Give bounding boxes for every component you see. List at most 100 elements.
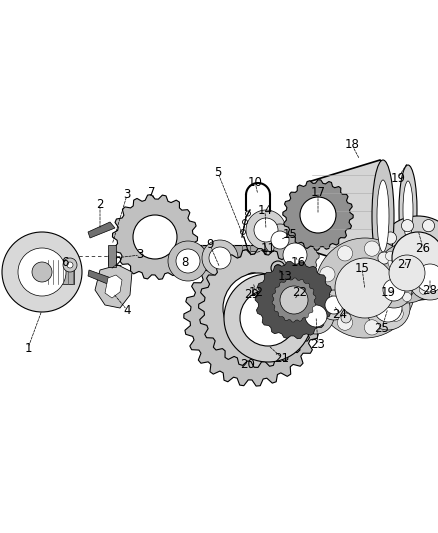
Circle shape (420, 285, 428, 295)
Text: 12: 12 (248, 287, 264, 300)
Circle shape (223, 273, 293, 343)
Text: 4: 4 (123, 303, 131, 317)
Circle shape (377, 243, 437, 303)
Text: 26: 26 (416, 241, 431, 254)
Ellipse shape (377, 180, 389, 252)
Text: 28: 28 (423, 284, 438, 296)
Polygon shape (184, 250, 320, 386)
Ellipse shape (372, 160, 394, 272)
Circle shape (337, 246, 353, 261)
Circle shape (376, 216, 438, 300)
Circle shape (366, 286, 410, 330)
Circle shape (264, 224, 296, 256)
Text: 3: 3 (124, 189, 131, 201)
Polygon shape (255, 261, 333, 339)
Text: 1: 1 (24, 342, 32, 354)
Circle shape (283, 243, 307, 267)
Circle shape (280, 286, 308, 314)
Circle shape (298, 298, 334, 334)
Text: 19: 19 (391, 172, 406, 184)
Circle shape (403, 293, 412, 302)
Circle shape (337, 315, 353, 330)
Text: 15: 15 (355, 262, 369, 274)
Text: 3: 3 (136, 248, 144, 262)
Circle shape (18, 248, 66, 296)
Circle shape (388, 255, 403, 270)
Circle shape (385, 272, 396, 284)
Circle shape (319, 290, 349, 320)
Circle shape (271, 231, 289, 249)
Circle shape (67, 262, 73, 268)
Circle shape (63, 258, 77, 272)
Circle shape (300, 197, 336, 233)
Circle shape (401, 220, 413, 232)
Circle shape (389, 255, 425, 291)
Bar (248, 251, 298, 261)
Polygon shape (105, 275, 122, 298)
Polygon shape (271, 231, 319, 279)
Text: 11: 11 (261, 241, 276, 254)
Circle shape (240, 290, 296, 346)
Circle shape (376, 272, 412, 308)
Circle shape (397, 280, 413, 296)
Circle shape (320, 266, 335, 282)
Circle shape (341, 313, 351, 323)
Circle shape (32, 262, 52, 282)
Circle shape (168, 241, 208, 281)
Circle shape (422, 220, 434, 232)
Circle shape (209, 247, 231, 269)
Circle shape (133, 215, 177, 259)
Ellipse shape (403, 181, 413, 239)
Text: 6: 6 (61, 255, 69, 269)
Polygon shape (283, 180, 353, 250)
Text: 14: 14 (258, 204, 272, 216)
Circle shape (385, 285, 395, 295)
Circle shape (385, 252, 395, 261)
Polygon shape (272, 278, 316, 322)
Text: 10: 10 (247, 175, 262, 189)
Circle shape (416, 264, 438, 292)
Text: 17: 17 (311, 185, 325, 198)
Circle shape (315, 238, 415, 338)
Text: 13: 13 (278, 271, 293, 284)
Text: 21: 21 (275, 351, 290, 365)
Text: 29: 29 (244, 288, 259, 302)
Text: 16: 16 (290, 255, 305, 269)
Circle shape (408, 256, 438, 300)
Circle shape (254, 218, 278, 242)
Bar (108, 255, 116, 265)
Text: 27: 27 (398, 259, 413, 271)
Text: 5: 5 (214, 166, 222, 180)
Circle shape (385, 232, 396, 244)
Polygon shape (88, 222, 115, 238)
Text: 2: 2 (96, 198, 104, 212)
Text: 22: 22 (293, 286, 307, 298)
Circle shape (374, 294, 402, 322)
Circle shape (224, 274, 312, 362)
Polygon shape (88, 270, 114, 285)
Circle shape (392, 232, 438, 284)
Text: 9: 9 (206, 238, 214, 252)
Circle shape (202, 240, 238, 276)
Text: 19: 19 (381, 286, 396, 298)
Text: 20: 20 (240, 359, 255, 372)
Bar (165, 245, 290, 267)
Circle shape (305, 305, 327, 327)
Circle shape (246, 210, 286, 250)
Text: 23: 23 (311, 338, 325, 351)
Text: 2: 2 (114, 256, 122, 270)
Circle shape (403, 245, 412, 254)
Bar (108, 245, 116, 267)
Circle shape (378, 269, 388, 278)
Circle shape (364, 320, 380, 335)
Text: 18: 18 (345, 139, 360, 151)
Ellipse shape (399, 165, 417, 255)
Polygon shape (95, 265, 132, 308)
Polygon shape (308, 160, 385, 273)
Polygon shape (198, 248, 318, 367)
Text: 15: 15 (283, 229, 297, 241)
Circle shape (401, 284, 413, 296)
Text: 25: 25 (374, 321, 389, 335)
Circle shape (212, 278, 292, 358)
Circle shape (320, 294, 335, 309)
